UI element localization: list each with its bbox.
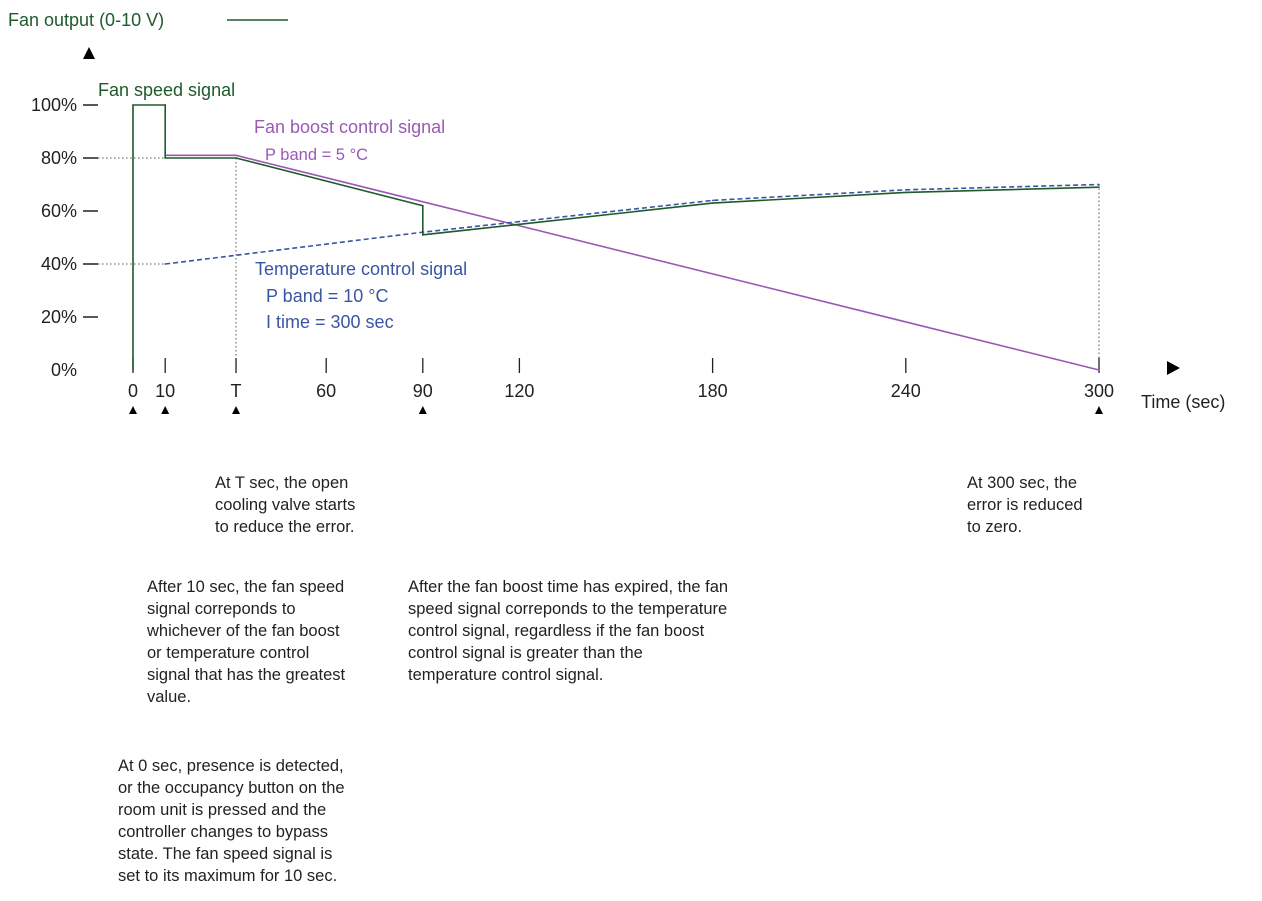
- data-point-temperature: [905, 189, 907, 191]
- event-marker: [232, 406, 241, 414]
- note-after-boost: After the fan boost time has expired, th…: [408, 576, 728, 686]
- y-tick-label: 100%: [31, 95, 77, 115]
- data-point-temperature: [164, 263, 166, 265]
- fan-boost-label: Fan boost control signal: [254, 117, 445, 137]
- y-tick-label: 40%: [41, 254, 77, 274]
- note-line: or the occupancy button on the: [118, 779, 345, 797]
- temperature-itime: I time = 300 sec: [266, 312, 394, 332]
- data-point-fan-speed: [905, 191, 907, 194]
- series-layer: [132, 104, 1100, 371]
- note-after-10-sec: After 10 sec, the fan speed signal corre…: [147, 576, 345, 708]
- temperature-pband: P band = 10 °C: [266, 286, 388, 306]
- data-point-temperature: [518, 220, 521, 223]
- x-tick-label: T: [231, 381, 242, 401]
- data-point-fan-speed: [164, 104, 166, 106]
- note-line: value.: [147, 688, 192, 706]
- note-line: to reduce the error.: [215, 518, 355, 536]
- note-line: At T sec, the open: [215, 474, 349, 492]
- data-point-fan-speed: [422, 204, 424, 207]
- data-point-fan-speed: [164, 157, 166, 159]
- note-line: set to its maximum for 10 sec.: [118, 867, 338, 885]
- data-point-fan-speed: [1098, 186, 1100, 188]
- axes: 0% 20% 40% 60% 80% 100% 0 10 T 60 90 120 180 240 300: [31, 47, 1180, 414]
- note-line: controller changes to bypass: [118, 823, 329, 841]
- x-tick-label: 180: [698, 381, 728, 401]
- x-tick-label: 90: [413, 381, 433, 401]
- note-line: room unit is pressed and the: [118, 801, 327, 819]
- note-line: whichever of the fan boost: [147, 622, 340, 640]
- series-temperature: [165, 183, 1100, 265]
- data-point-fan-speed: [518, 223, 521, 226]
- note-line: state. The fan speed signal is: [118, 845, 333, 863]
- note-t-sec: At T sec, the open cooling valve starts …: [215, 472, 355, 538]
- note-line: signal correponds to: [147, 600, 296, 618]
- note-line: control signal, regardless if the fan bo…: [408, 622, 705, 640]
- y-axis-title: Fan output (0-10 V): [8, 10, 164, 30]
- note-line: signal that has the greatest: [147, 666, 346, 684]
- event-marker: [1095, 406, 1103, 414]
- note-line: At 300 sec, the: [967, 474, 1078, 492]
- note-line: control signal is greater than the: [408, 644, 643, 662]
- note-line: At 0 sec, presence is detected,: [118, 757, 344, 775]
- x-axis-arrow: [1167, 361, 1180, 375]
- note-line: After 10 sec, the fan speed: [147, 578, 345, 596]
- event-marker: [418, 406, 427, 414]
- data-point-fan-speed: [711, 202, 714, 204]
- data-point-temperature: [711, 199, 714, 202]
- event-marker: [129, 406, 137, 414]
- data-point-fan-boost: [1098, 369, 1100, 371]
- fan-boost-pband: P band = 5 °C: [265, 146, 368, 164]
- x-tick-label: 10: [155, 381, 175, 401]
- y-axis-arrow: [83, 47, 95, 59]
- data-point-fan-speed: [132, 369, 134, 371]
- x-tick-label: 0: [128, 381, 138, 401]
- note-line: or temperature control: [147, 644, 310, 662]
- data-point-fan-boost: [235, 154, 237, 157]
- note-line: speed signal correponds to the temperatu…: [408, 600, 728, 618]
- y-tick-label: 80%: [41, 148, 77, 168]
- fan-speed-label: Fan speed signal: [98, 80, 235, 100]
- y-tick-label: 60%: [41, 201, 77, 221]
- note-line: cooling valve starts: [215, 496, 356, 514]
- y-tick-label: 20%: [41, 307, 77, 327]
- data-point-temperature: [1098, 183, 1100, 186]
- x-tick-label: 60: [316, 381, 336, 401]
- event-marker: [161, 406, 170, 414]
- note-line: error is reduced: [967, 496, 1083, 514]
- note-at-0-sec: At 0 sec, presence is detected, or the o…: [118, 755, 345, 887]
- note-line: temperature control signal.: [408, 666, 604, 684]
- y-tick-label: 0%: [51, 360, 77, 380]
- data-point-fan-speed: [132, 104, 134, 106]
- x-axis-title: Time (sec): [1141, 392, 1225, 412]
- x-tick-label: 300: [1084, 381, 1114, 401]
- note-line: After the fan boost time has expired, th…: [408, 578, 729, 596]
- data-point-fan-speed: [422, 234, 424, 236]
- note-line: to zero.: [967, 518, 1023, 536]
- x-tick-label: 120: [504, 381, 534, 401]
- data-point-fan-speed: [235, 157, 237, 159]
- note-300-sec: At 300 sec, the error is reduced to zero…: [967, 472, 1083, 538]
- x-tick-label: 240: [891, 381, 921, 401]
- temperature-label: Temperature control signal: [255, 259, 467, 279]
